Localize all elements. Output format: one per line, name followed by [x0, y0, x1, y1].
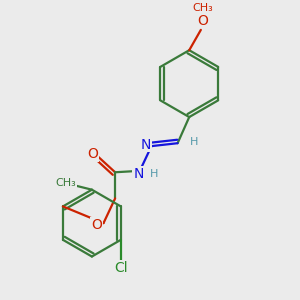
Text: N: N	[133, 167, 144, 181]
Text: N: N	[141, 138, 152, 152]
Text: H: H	[189, 137, 198, 147]
Text: O: O	[87, 147, 98, 161]
Text: Cl: Cl	[114, 261, 128, 275]
Text: CH₃: CH₃	[56, 178, 76, 188]
Text: O: O	[197, 14, 208, 28]
Text: CH₃: CH₃	[192, 3, 213, 13]
Text: H: H	[150, 169, 158, 179]
Text: O: O	[91, 218, 102, 232]
